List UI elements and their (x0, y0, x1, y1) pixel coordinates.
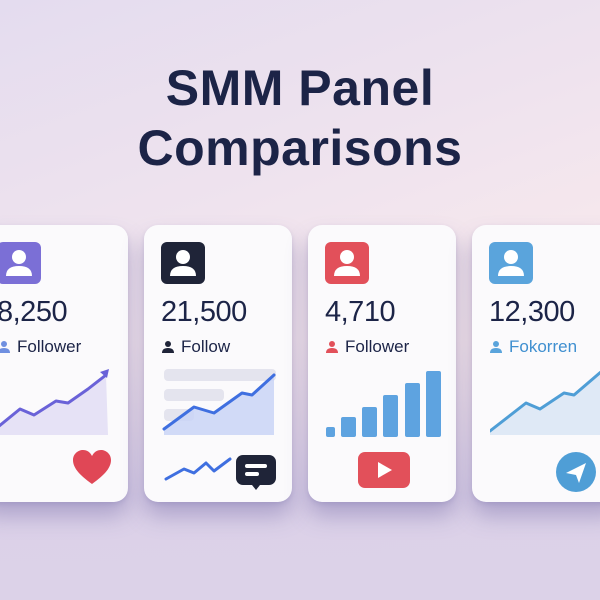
follower-count: 8,250 (0, 296, 68, 328)
chat-bubble-icon[interactable] (236, 455, 276, 491)
growth-line-chart (0, 369, 109, 435)
follower-label-text: Follow (181, 337, 231, 356)
user-icon (161, 242, 205, 284)
person-icon (490, 341, 502, 353)
follower-label-text: Fokorren (509, 337, 578, 356)
follower-label: Follow (161, 337, 230, 357)
person-icon (326, 341, 338, 353)
panel-card-2[interactable]: 21,500 Follow (144, 225, 292, 502)
follower-label: Follower (325, 337, 409, 357)
growth-line-chart (490, 371, 600, 435)
title-line-1: SMM Panel (165, 60, 435, 116)
title-line-2: Comparisons (137, 120, 463, 176)
follower-count: 12,300 (489, 296, 575, 328)
paper-plane-icon[interactable] (556, 452, 596, 492)
follower-count: 21,500 (161, 296, 247, 328)
panel-card-3[interactable]: 4,710 Follower (308, 225, 456, 502)
person-icon (162, 341, 174, 353)
follower-count: 4,710 (325, 296, 396, 328)
person-icon (0, 341, 10, 353)
follower-label: Follower (0, 337, 81, 357)
follower-label-text: Follower (345, 337, 410, 356)
growth-line-chart (162, 369, 276, 435)
user-icon (0, 242, 41, 284)
user-icon (325, 242, 369, 284)
follower-label-text: Follower (17, 337, 82, 356)
panel-card-1[interactable]: 8,250 Follower (0, 225, 128, 502)
follower-label: Fokorren (489, 337, 577, 357)
user-icon (489, 242, 533, 284)
sparkline-chart (164, 457, 232, 481)
heart-icon[interactable] (72, 450, 112, 486)
panel-card-4[interactable]: 12,300 Fokorren (472, 225, 600, 502)
play-button-icon[interactable] (358, 452, 410, 488)
growth-bar-chart (326, 371, 441, 437)
page-title: SMM Panel Comparisons (0, 58, 600, 178)
